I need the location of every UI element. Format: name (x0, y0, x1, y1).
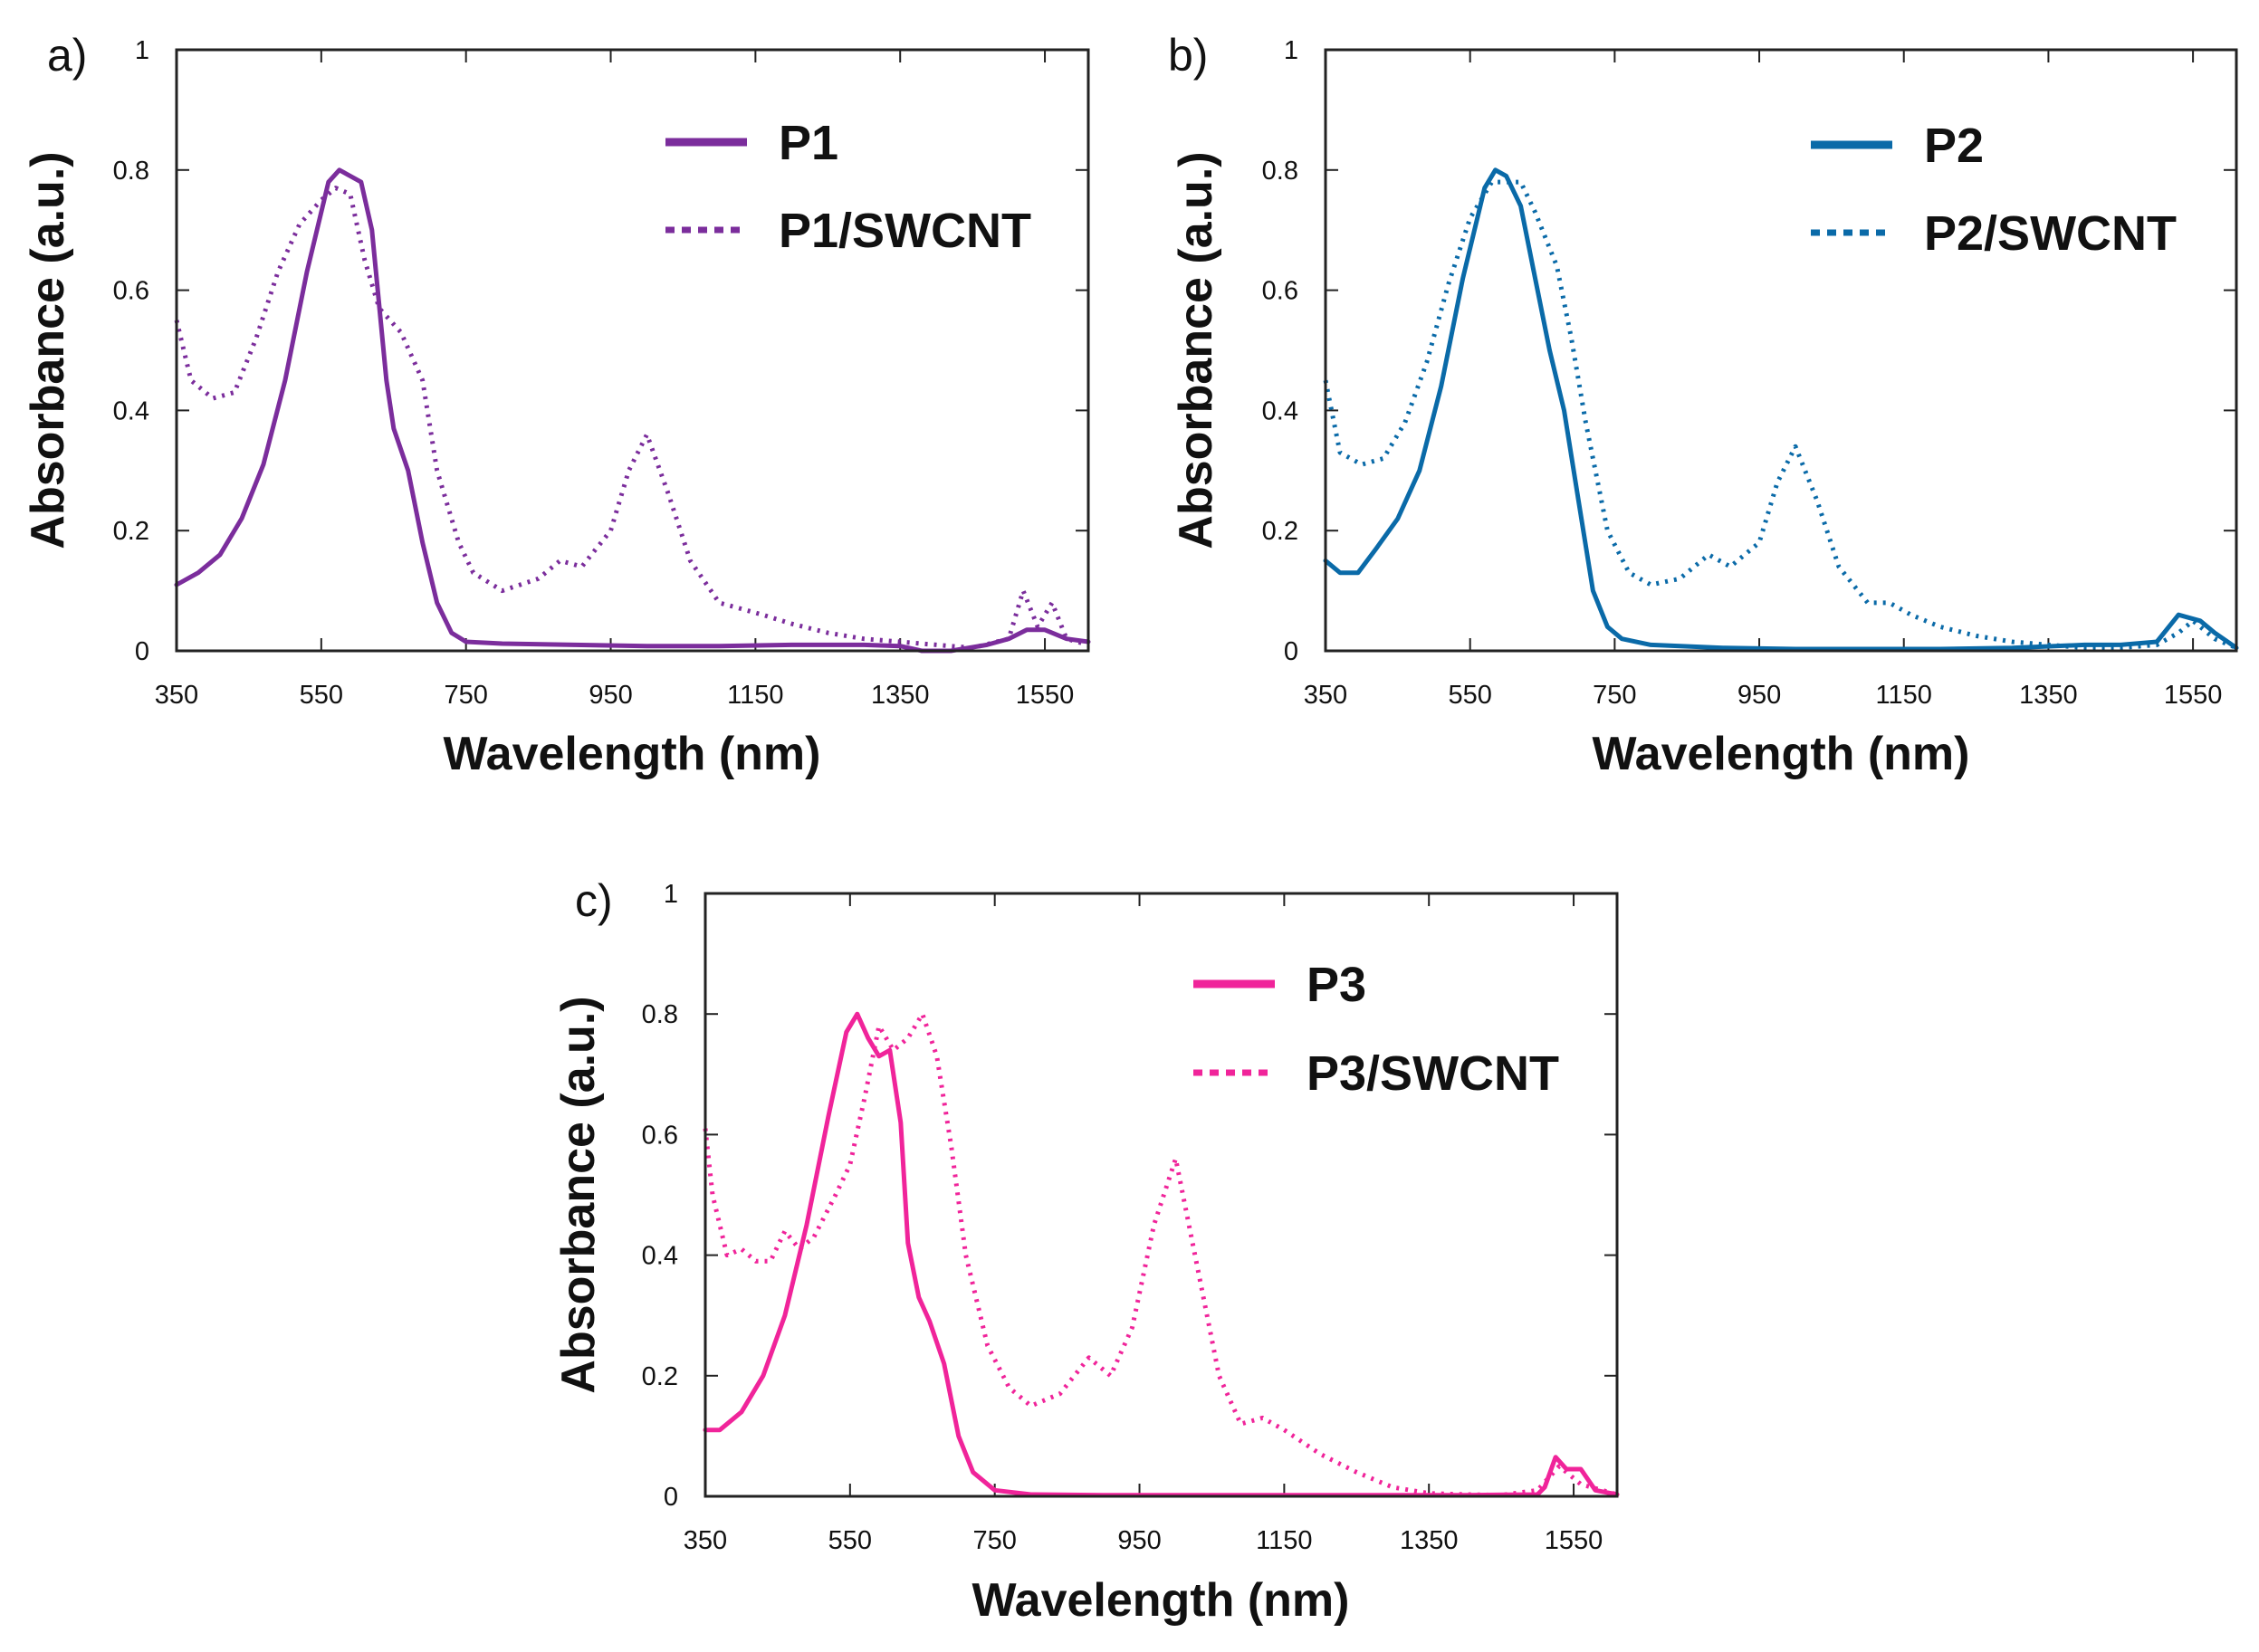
series-line-p1 (174, 167, 1091, 654)
legend-c: P3 P3/SWCNT (1193, 958, 1559, 1101)
series-line-p2-swcnt (1323, 179, 2237, 651)
x-axis-label-c: Wavelength (nm) (972, 1574, 1350, 1627)
y-tick-label: 0.4 (642, 1242, 678, 1271)
legend-label-p3-swcnt: P3/SWCNT (1307, 1046, 1559, 1101)
panel-b: b) 350 550 750 950 1150 1350 1550 0 0.2 0.4 0.6 0.8… (1168, 30, 2239, 780)
series-line-p3 (703, 1011, 1620, 1498)
y-tick-label: 1 (664, 880, 678, 909)
x-tick-label: 750 (1593, 681, 1636, 710)
y-tick-label: 0.6 (642, 1121, 678, 1150)
y-axis-label-b: Absorbance (a.u.) (1170, 151, 1222, 549)
legend-label-p1-swcnt: P1/SWCNT (779, 204, 1031, 258)
x-tick-label: 750 (444, 681, 487, 710)
x-tick-label: 550 (300, 681, 343, 710)
axis-ticks-c: 350 550 750 950 1150 1350 1550 0 0.2 0.4 0.6 0.8 1 (642, 880, 1617, 1555)
y-tick-label: 0 (1284, 637, 1298, 666)
x-tick-label: 1350 (1400, 1526, 1459, 1555)
y-tick-label: 1 (1284, 36, 1298, 65)
x-tick-label: 1350 (871, 681, 930, 710)
axis-ticks-b: 350 550 750 950 1150 1350 1550 0 0.2 0.4 0.6 0.8 1 (1262, 36, 2236, 710)
y-tick-label: 0.4 (1262, 396, 1298, 425)
y-tick-label: 0.8 (113, 157, 149, 186)
x-tick-label: 1150 (1876, 681, 1932, 710)
legend-b: P2 P2/SWCNT (1811, 119, 2177, 261)
legend-label-p2-swcnt: P2/SWCNT (1924, 206, 2177, 261)
panel-label-c: c) (575, 875, 613, 926)
y-tick-label: 0.6 (113, 277, 149, 306)
x-tick-label: 350 (1304, 681, 1347, 710)
x-tick-label: 750 (972, 1526, 1016, 1555)
panel-label-b: b) (1168, 30, 1208, 81)
axes-frame-c (704, 892, 1619, 1498)
x-tick-label: 950 (1117, 1526, 1161, 1555)
legend-label-p3: P3 (1307, 958, 1366, 1012)
panel-c: c) 350 550 750 950 1150 1350 1550 0 0.2 0.4 0.6 0.8… (552, 875, 1620, 1627)
x-tick-label: 1150 (727, 681, 783, 710)
plot-area-c (703, 1011, 1620, 1498)
x-tick-label: 1550 (1545, 1526, 1603, 1555)
y-tick-label: 0.8 (1262, 157, 1298, 186)
plot-area-a (174, 167, 1091, 654)
x-tick-label: 1150 (1256, 1526, 1312, 1555)
x-tick-label: 550 (828, 1526, 872, 1555)
legend-a: P1 P1/SWCNT (665, 116, 1031, 258)
y-tick-label: 0.6 (1262, 277, 1298, 306)
axis-ticks-a: 350 550 750 950 1150 1350 1550 0 0.2 0.4 0.6 0.8 1 (113, 36, 1088, 710)
y-tick-label: 0.2 (113, 517, 149, 546)
panel-a: a) 350 550 750 950 1150 1350 1550 0 0.2 0.4 0.6 0.8… (22, 30, 1091, 780)
axes-frame-a (175, 48, 1090, 653)
panel-label-a: a) (47, 30, 87, 81)
x-tick-label: 950 (1737, 681, 1781, 710)
y-axis-label-c: Absorbance (a.u.) (552, 996, 605, 1393)
x-tick-label: 950 (589, 681, 632, 710)
x-tick-label: 550 (1448, 681, 1491, 710)
x-tick-label: 1350 (2019, 681, 2078, 710)
y-tick-label: 0 (135, 637, 149, 666)
legend-label-p1: P1 (779, 116, 838, 170)
x-axis-label-b: Wavelength (nm) (1593, 728, 1970, 780)
x-tick-label: 350 (155, 681, 198, 710)
y-tick-label: 0.2 (642, 1362, 678, 1391)
y-tick-label: 0 (664, 1483, 678, 1512)
y-tick-label: 0.4 (113, 396, 149, 425)
x-axis-label-a: Wavelength (nm) (444, 728, 821, 780)
series-line-p2 (1323, 167, 2239, 652)
legend-label-p2: P2 (1924, 119, 1984, 173)
x-tick-label: 1550 (2164, 681, 2223, 710)
y-axis-label-a: Absorbance (a.u.) (22, 151, 74, 549)
plot-area-b (1323, 167, 2239, 652)
y-tick-label: 1 (135, 36, 149, 65)
axes-frame-b (1324, 48, 2238, 653)
y-tick-label: 0.2 (1262, 517, 1298, 546)
y-tick-label: 0.8 (642, 1000, 678, 1029)
x-tick-label: 350 (684, 1526, 727, 1555)
x-tick-label: 1550 (1016, 681, 1075, 710)
